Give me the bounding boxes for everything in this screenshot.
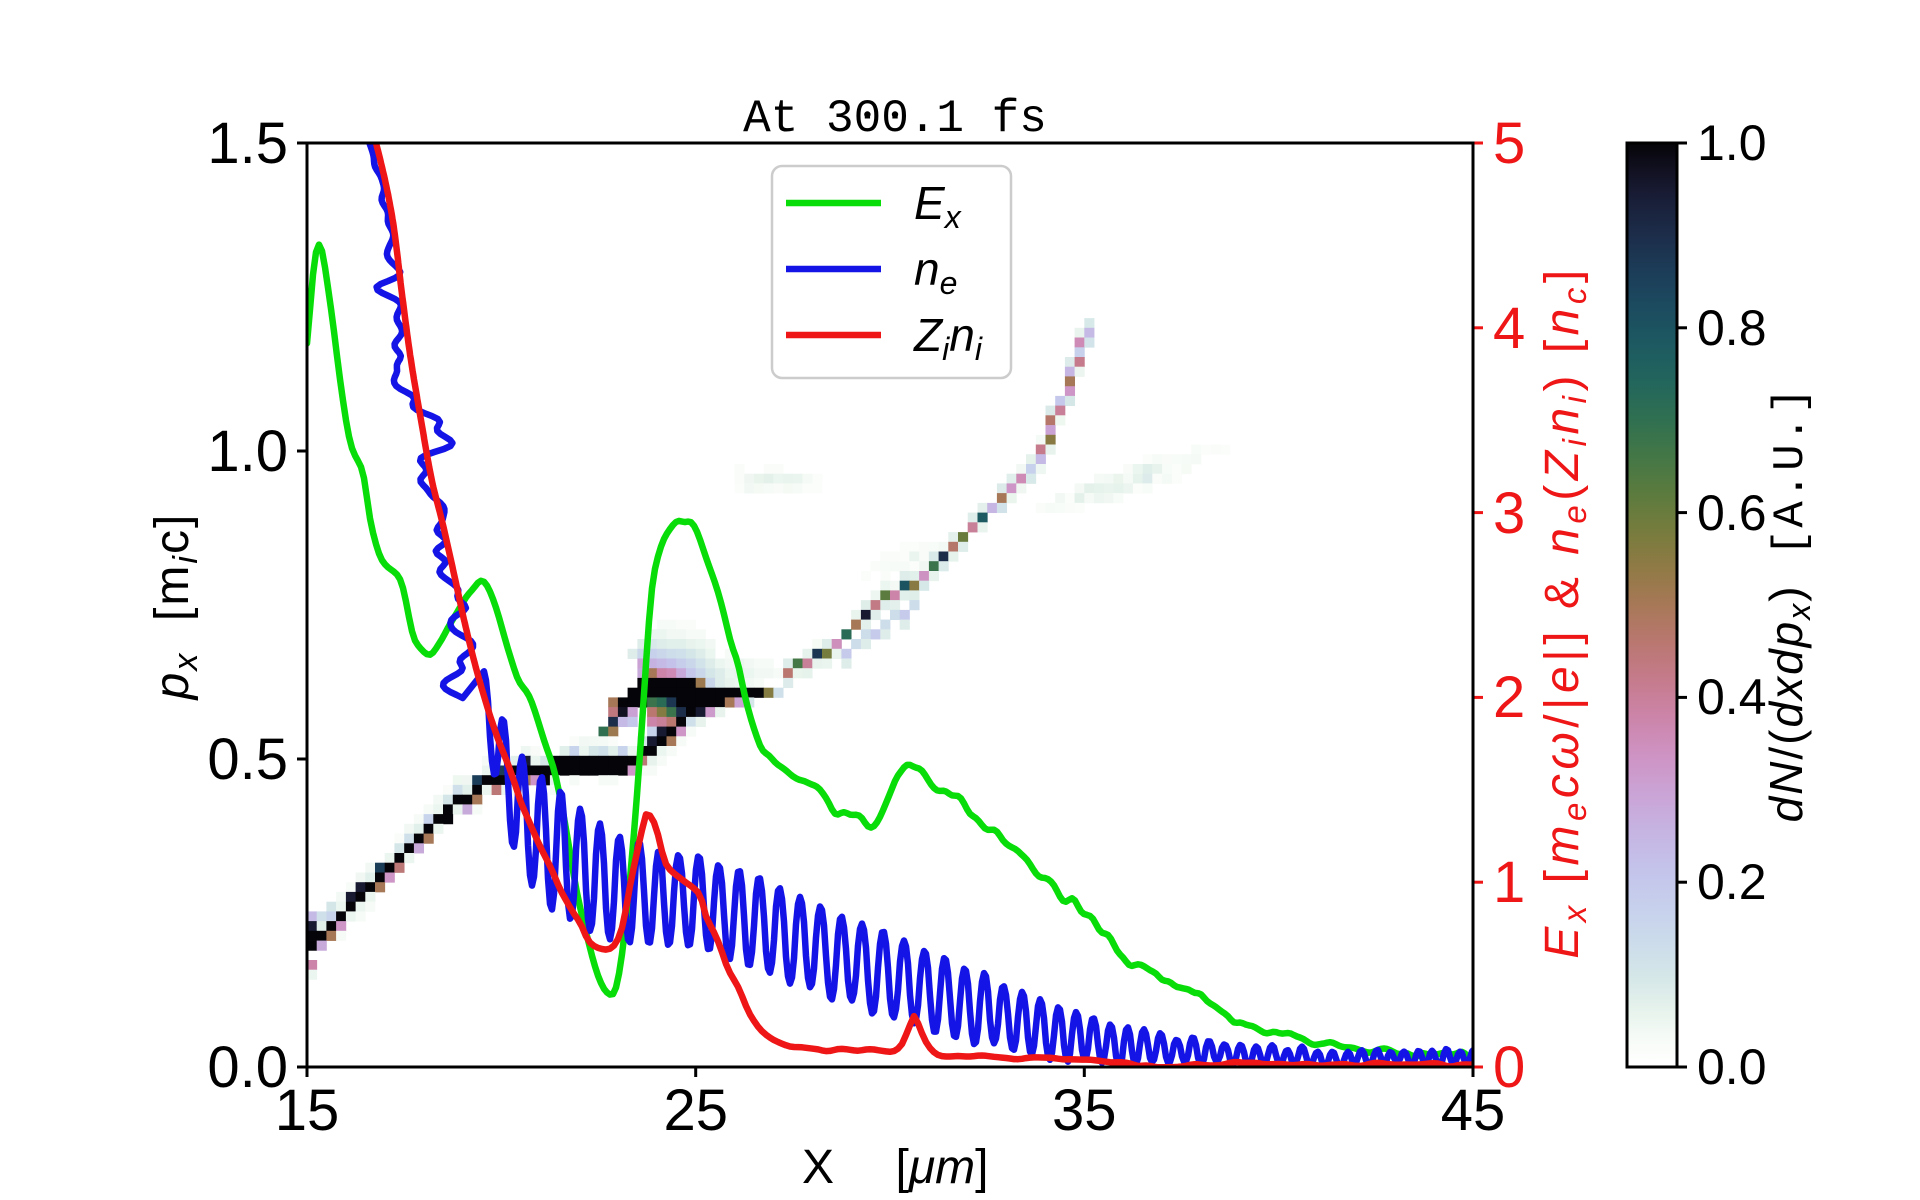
svg-text:0.5: 0.5 [207, 727, 288, 792]
svg-text:0.6: 0.6 [1697, 485, 1767, 541]
svg-text:15: 15 [275, 1078, 340, 1143]
svg-text:35: 35 [1052, 1078, 1117, 1143]
svg-text:1: 1 [1493, 850, 1525, 915]
svg-text:0.0: 0.0 [1697, 1039, 1767, 1095]
svg-text:1.0: 1.0 [207, 419, 288, 484]
svg-text:0.0: 0.0 [207, 1035, 288, 1100]
svg-text:0.8: 0.8 [1697, 300, 1767, 356]
svg-text:3: 3 [1493, 481, 1525, 546]
svg-text:px [mic]: px [mic] [146, 513, 205, 702]
svg-text:Ex [mecω/|e|] & ne(Zini) [nc]: Ex [mecω/|e|] & ne(Zini) [nc] [1536, 265, 1593, 958]
svg-text:1.0: 1.0 [1697, 115, 1767, 171]
svg-text:[μm]: [μm] [896, 1141, 989, 1194]
svg-text:25: 25 [663, 1078, 728, 1143]
svg-text:At 300.1 fs: At 300.1 fs [743, 93, 1047, 145]
svg-text:dN/(dxdpx) [A.U.]: dN/(dxdpx) [A.U.] [1760, 386, 1817, 823]
svg-text:ne: ne [914, 243, 957, 301]
svg-text:0.2: 0.2 [1697, 854, 1767, 910]
svg-text:Zini: Zini [913, 309, 983, 367]
svg-text:0.4: 0.4 [1697, 669, 1767, 725]
svg-text:4: 4 [1493, 296, 1525, 361]
svg-text:1.5: 1.5 [207, 111, 288, 176]
svg-text:Ex: Ex [914, 177, 962, 235]
svg-text:2: 2 [1493, 665, 1525, 730]
svg-text:5: 5 [1493, 111, 1525, 176]
svg-text:0: 0 [1493, 1035, 1525, 1100]
svg-text:45: 45 [1441, 1078, 1506, 1143]
svg-text:X: X [802, 1141, 834, 1194]
